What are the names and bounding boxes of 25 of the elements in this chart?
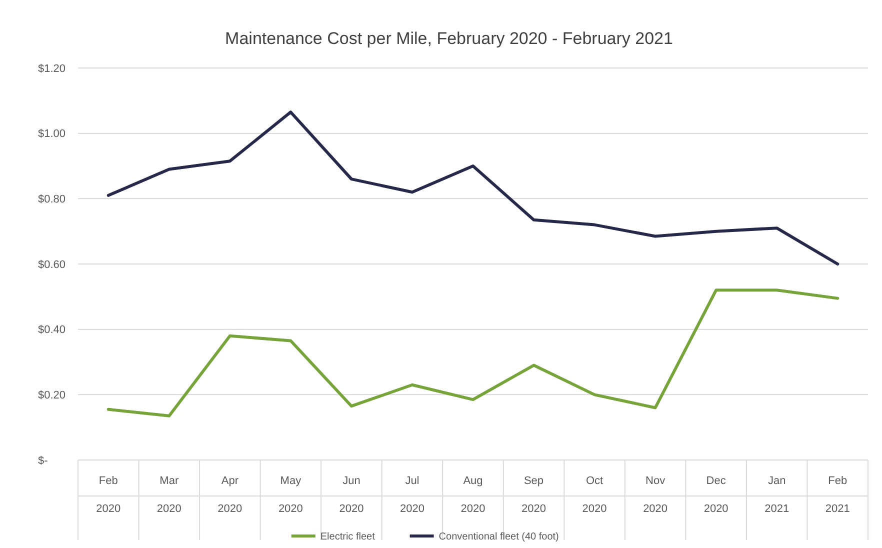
category-label: Dec 2020	[704, 475, 728, 515]
category-label: Jun 2020	[339, 475, 364, 515]
y-tick-label: $1.20	[38, 62, 66, 75]
category-label: Jan 2021	[764, 475, 790, 515]
category-label: Mar 2020	[156, 475, 182, 515]
category-label: Aug 2020	[460, 475, 486, 515]
y-tick-label: $0.80	[38, 194, 66, 206]
y-tick-label: $-	[38, 454, 48, 467]
category-label: Feb 2020	[96, 475, 121, 515]
y-tick-label: $0.40	[38, 324, 66, 336]
chart-title: Maintenance Cost per Mile, February 2020 - February 2021	[225, 29, 673, 48]
category-label: Apr 2020	[218, 475, 242, 515]
legend-label: Conventional fleet (40 foot)	[438, 532, 559, 542]
y-tick-label: $1.00	[38, 128, 66, 140]
category-label: May 2020	[278, 475, 303, 515]
category-label: Jul 2020	[400, 475, 424, 515]
category-label: Oct 2020	[582, 475, 607, 515]
legend-label: Electric fleet	[320, 532, 376, 542]
line-series	[106, 288, 840, 418]
line-series	[106, 110, 840, 266]
category-label: Feb 2021	[825, 475, 850, 515]
category-label: Sep 2020	[522, 475, 546, 515]
y-tick-label: $0.20	[38, 390, 66, 402]
category-label: Nov 2020	[643, 475, 668, 515]
y-tick-label: $0.60	[38, 258, 66, 271]
